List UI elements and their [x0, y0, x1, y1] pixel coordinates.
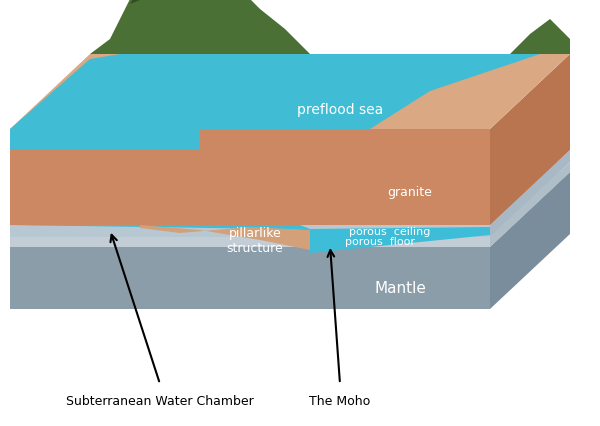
Text: Mantle: Mantle — [374, 281, 426, 296]
Polygon shape — [10, 225, 260, 227]
Polygon shape — [10, 248, 490, 309]
Polygon shape — [10, 55, 570, 130]
Text: porous  floor: porous floor — [345, 236, 415, 246]
Text: The Moho: The Moho — [310, 394, 371, 407]
Text: preflood sea: preflood sea — [297, 103, 383, 117]
Polygon shape — [10, 173, 570, 248]
Polygon shape — [10, 130, 200, 150]
Text: pillarlike
structure: pillarlike structure — [227, 227, 283, 254]
Polygon shape — [140, 225, 330, 250]
Text: porous  ceiling: porous ceiling — [349, 227, 431, 236]
Polygon shape — [10, 225, 490, 237]
Text: Subterranean Water Chamber: Subterranean Water Chamber — [66, 394, 254, 407]
Polygon shape — [310, 227, 490, 253]
Polygon shape — [130, 0, 200, 5]
Polygon shape — [10, 225, 320, 233]
Polygon shape — [10, 55, 540, 130]
Polygon shape — [90, 0, 310, 55]
Polygon shape — [490, 55, 570, 225]
Polygon shape — [490, 173, 570, 309]
Polygon shape — [510, 20, 570, 55]
Polygon shape — [10, 163, 570, 237]
Text: granite: granite — [388, 186, 433, 199]
Polygon shape — [10, 237, 490, 248]
Polygon shape — [490, 151, 570, 237]
Polygon shape — [490, 163, 570, 248]
Polygon shape — [10, 130, 490, 225]
